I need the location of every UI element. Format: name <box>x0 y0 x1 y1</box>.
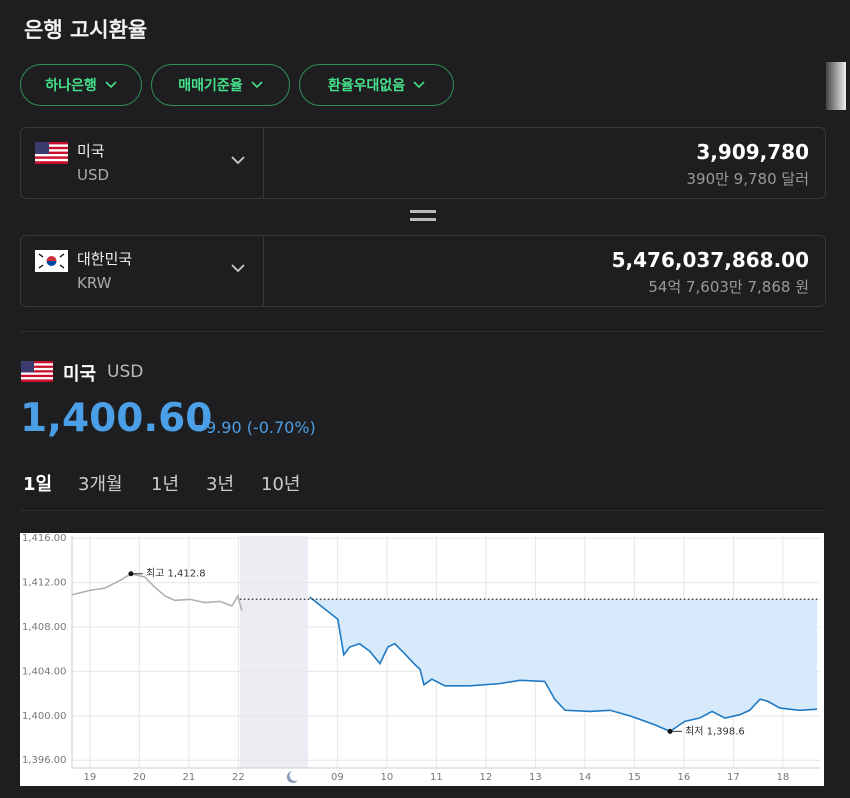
us-flag <box>35 142 68 164</box>
annotation-dot <box>128 571 134 577</box>
rate-chart: 1,396.00 1,400.00 1,404.00 1,408.00 1,412.00… <box>20 533 824 786</box>
chevron <box>105 81 117 89</box>
divider <box>263 128 264 198</box>
currency-code: USD <box>107 362 144 382</box>
x-tick-label: 15 <box>628 772 641 783</box>
line <box>309 596 818 733</box>
night-icon <box>286 771 298 783</box>
bank-filter[interactable]: 하나은행 <box>20 64 142 106</box>
annotation: 최고 1,412.8 <box>146 568 206 580</box>
y-tick-label: 1,416.00 <box>22 533 67 544</box>
dropdown[interactable] <box>231 264 245 273</box>
x-tick-label: 14 <box>578 772 591 783</box>
amount-words: 54억 7,603만 7,868 원 <box>648 278 809 296</box>
kr-flag <box>35 250 68 272</box>
period-tab[interactable]: 1년 <box>151 474 180 495</box>
amount[interactable]: 5,476,037,868.00 <box>611 248 809 272</box>
filter-label: 매매기준율 <box>178 78 243 94</box>
chevron <box>251 81 263 89</box>
y-tick-label: 1,408.00 <box>22 622 67 633</box>
equals-icon <box>410 210 436 221</box>
area <box>309 597 818 732</box>
filter-label: 하나은행 <box>45 78 97 94</box>
separator <box>20 510 826 511</box>
country: 대한민국 <box>77 250 133 268</box>
scroll-indicator <box>826 62 846 110</box>
separator <box>20 331 826 332</box>
rate-filter[interactable]: 매매기준율 <box>151 64 290 106</box>
dropdown[interactable] <box>231 156 245 165</box>
rate: 1,400.60 <box>20 396 213 441</box>
x-tick-label: 10 <box>380 772 393 783</box>
amount[interactable]: 3,909,780 <box>696 140 809 164</box>
currency-code: KRW <box>77 274 112 292</box>
country: 미국 <box>77 142 105 160</box>
annotation-dot <box>667 728 673 734</box>
x-tick-label: 13 <box>529 772 542 783</box>
x-tick-label: 12 <box>479 772 492 783</box>
x-tick-label: 09 <box>331 772 344 783</box>
y-tick-label: 1,404.00 <box>22 666 67 677</box>
page-title: 은행 고시환율 <box>24 18 148 42</box>
divider <box>263 236 264 306</box>
x-tick-label: 18 <box>777 772 790 783</box>
x-tick-label: 16 <box>677 772 690 783</box>
x-tick-label: 19 <box>83 772 96 783</box>
period-tab[interactable]: 3개월 <box>78 474 123 495</box>
down-triangle <box>196 425 205 432</box>
y-tick-label: 1,396.00 <box>22 755 67 766</box>
x-tick-label: 22 <box>232 772 245 783</box>
x-tick-label: 20 <box>133 772 146 783</box>
amount-words: 390만 9,780 달러 <box>686 170 809 188</box>
y-tick-label: 1,412.00 <box>22 578 67 589</box>
annotation: 최저 1,398.6 <box>685 725 745 737</box>
change: 9.90 (-0.70%) <box>206 418 316 437</box>
y-tick-label: 1,400.00 <box>22 711 67 722</box>
filter-label: 환율우대없음 <box>327 78 406 94</box>
us-flag <box>21 361 53 382</box>
period-tab[interactable]: 10년 <box>261 474 301 495</box>
x-tick-label: 21 <box>182 772 195 783</box>
to-currency: 대한민국 KRW 5,476,037,868.00 54억 7,603만 7,8… <box>20 235 826 307</box>
discount-filter[interactable]: 환율우대없음 <box>299 64 454 106</box>
x-tick-label: 17 <box>727 772 740 783</box>
chevron <box>413 81 425 89</box>
country: 미국 <box>63 364 97 385</box>
night-band <box>239 536 309 768</box>
period-tab[interactable]: 1일 <box>23 474 53 495</box>
x-tick-label: 11 <box>430 772 443 783</box>
currency-code: USD <box>77 166 110 184</box>
period-tab[interactable]: 3년 <box>206 474 235 495</box>
from-currency: 미국 USD 3,909,780 390만 9,780 달러 <box>20 127 826 199</box>
line <box>71 572 243 611</box>
